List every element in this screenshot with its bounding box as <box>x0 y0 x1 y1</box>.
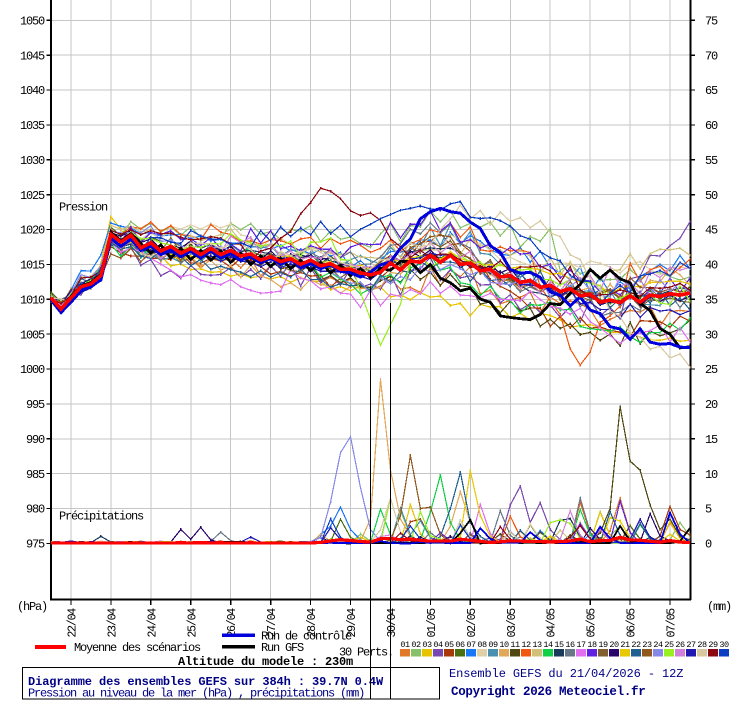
svg-text:1000: 1000 <box>20 363 45 377</box>
svg-text:06: 06 <box>455 640 465 650</box>
svg-text:1050: 1050 <box>20 15 45 29</box>
svg-text:29: 29 <box>708 640 718 650</box>
svg-text:14: 14 <box>543 640 553 650</box>
svg-text:21: 21 <box>620 640 630 650</box>
svg-text:26: 26 <box>675 640 685 650</box>
svg-text:01: 01 <box>400 640 410 650</box>
svg-text:10: 10 <box>705 468 718 482</box>
svg-text:24/04: 24/04 <box>146 608 159 638</box>
svg-text:08: 08 <box>477 640 487 650</box>
svg-text:Ensemble GEFS du 21/04/2026 -: Ensemble GEFS du 21/04/2026 - 12Z <box>449 667 683 681</box>
svg-text:27/04: 27/04 <box>266 608 279 638</box>
svg-text:10: 10 <box>499 640 509 650</box>
svg-text:26/04: 26/04 <box>226 608 239 638</box>
svg-text:1040: 1040 <box>20 84 45 98</box>
svg-text:55: 55 <box>705 154 718 168</box>
svg-text:27: 27 <box>686 640 696 650</box>
svg-text:30/04: 30/04 <box>386 608 399 638</box>
svg-text:30: 30 <box>719 640 729 650</box>
svg-text:20: 20 <box>705 398 718 412</box>
svg-text:29/04: 29/04 <box>346 608 359 638</box>
svg-text:Copyright 2026 Meteociel.fr: Copyright 2026 Meteociel.fr <box>451 685 645 699</box>
svg-text:975: 975 <box>26 538 45 552</box>
svg-text:(mm): (mm) <box>707 600 731 614</box>
svg-text:23/04: 23/04 <box>106 608 119 638</box>
svg-text:1020: 1020 <box>20 224 45 238</box>
svg-text:04/05: 04/05 <box>546 608 559 638</box>
svg-text:Run de contrôle: Run de contrôle <box>261 630 352 644</box>
svg-text:30 Perts.: 30 Perts. <box>339 646 393 660</box>
svg-text:70: 70 <box>705 49 718 63</box>
svg-text:Pression: Pression <box>59 201 108 215</box>
svg-text:75: 75 <box>705 15 718 29</box>
svg-text:20: 20 <box>609 640 619 650</box>
svg-text:24: 24 <box>653 640 663 650</box>
svg-text:40: 40 <box>705 259 718 273</box>
svg-text:25: 25 <box>705 363 718 377</box>
svg-text:11: 11 <box>510 640 520 650</box>
svg-text:1010: 1010 <box>20 294 45 308</box>
svg-text:28: 28 <box>697 640 707 650</box>
svg-text:05: 05 <box>444 640 454 650</box>
svg-text:25/04: 25/04 <box>186 608 199 638</box>
svg-text:Run GFS: Run GFS <box>261 641 304 655</box>
svg-text:1045: 1045 <box>20 49 45 63</box>
svg-text:1035: 1035 <box>20 119 45 133</box>
svg-text:12: 12 <box>521 640 531 650</box>
svg-text:13: 13 <box>532 640 542 650</box>
svg-text:09: 09 <box>488 640 498 650</box>
svg-text:985: 985 <box>26 468 45 482</box>
svg-text:Précipitations: Précipitations <box>59 510 144 524</box>
svg-text:25: 25 <box>664 640 674 650</box>
svg-text:Moyenne des scénarios: Moyenne des scénarios <box>74 641 201 655</box>
svg-text:50: 50 <box>705 189 718 203</box>
svg-text:60: 60 <box>705 119 718 133</box>
svg-text:07/05: 07/05 <box>666 608 679 638</box>
svg-text:30: 30 <box>705 328 718 342</box>
svg-text:18: 18 <box>587 640 597 650</box>
svg-text:995: 995 <box>26 398 45 412</box>
svg-text:0: 0 <box>705 538 712 552</box>
svg-text:15: 15 <box>554 640 564 650</box>
svg-text:15: 15 <box>705 433 718 447</box>
svg-text:16: 16 <box>565 640 575 650</box>
svg-text:65: 65 <box>705 84 718 98</box>
svg-text:04: 04 <box>433 640 443 650</box>
svg-text:1015: 1015 <box>20 259 45 273</box>
svg-text:05/05: 05/05 <box>586 608 599 638</box>
svg-text:980: 980 <box>26 503 45 517</box>
svg-text:1030: 1030 <box>20 154 45 168</box>
svg-text:35: 35 <box>705 294 718 308</box>
svg-text:02: 02 <box>411 640 421 650</box>
svg-text:28/04: 28/04 <box>306 608 319 638</box>
svg-text:45: 45 <box>705 224 718 238</box>
svg-text:Altitude du modele : 230m: Altitude du modele : 230m <box>178 655 353 669</box>
svg-text:06/05: 06/05 <box>626 608 639 638</box>
svg-text:5: 5 <box>705 503 712 517</box>
svg-text:17: 17 <box>576 640 586 650</box>
svg-text:19: 19 <box>598 640 608 650</box>
svg-text:Diagramme des ensembles GEFS s: Diagramme des ensembles GEFS sur 384h : … <box>28 675 384 689</box>
svg-text:(hPa): (hPa) <box>17 600 47 614</box>
svg-text:07: 07 <box>466 640 476 650</box>
svg-text:22: 22 <box>631 640 641 650</box>
svg-text:02/05: 02/05 <box>466 608 479 638</box>
svg-text:1025: 1025 <box>20 189 45 203</box>
svg-text:22/04: 22/04 <box>67 608 80 638</box>
svg-text:990: 990 <box>26 433 45 447</box>
svg-text:01/05: 01/05 <box>426 608 439 638</box>
svg-text:23: 23 <box>642 640 652 650</box>
svg-text:03: 03 <box>422 640 432 650</box>
svg-text:1005: 1005 <box>20 328 45 342</box>
svg-text:Pression au niveau de la mer (: Pression au niveau de la mer (hPa) , pré… <box>28 687 364 701</box>
svg-text:03/05: 03/05 <box>506 608 519 638</box>
